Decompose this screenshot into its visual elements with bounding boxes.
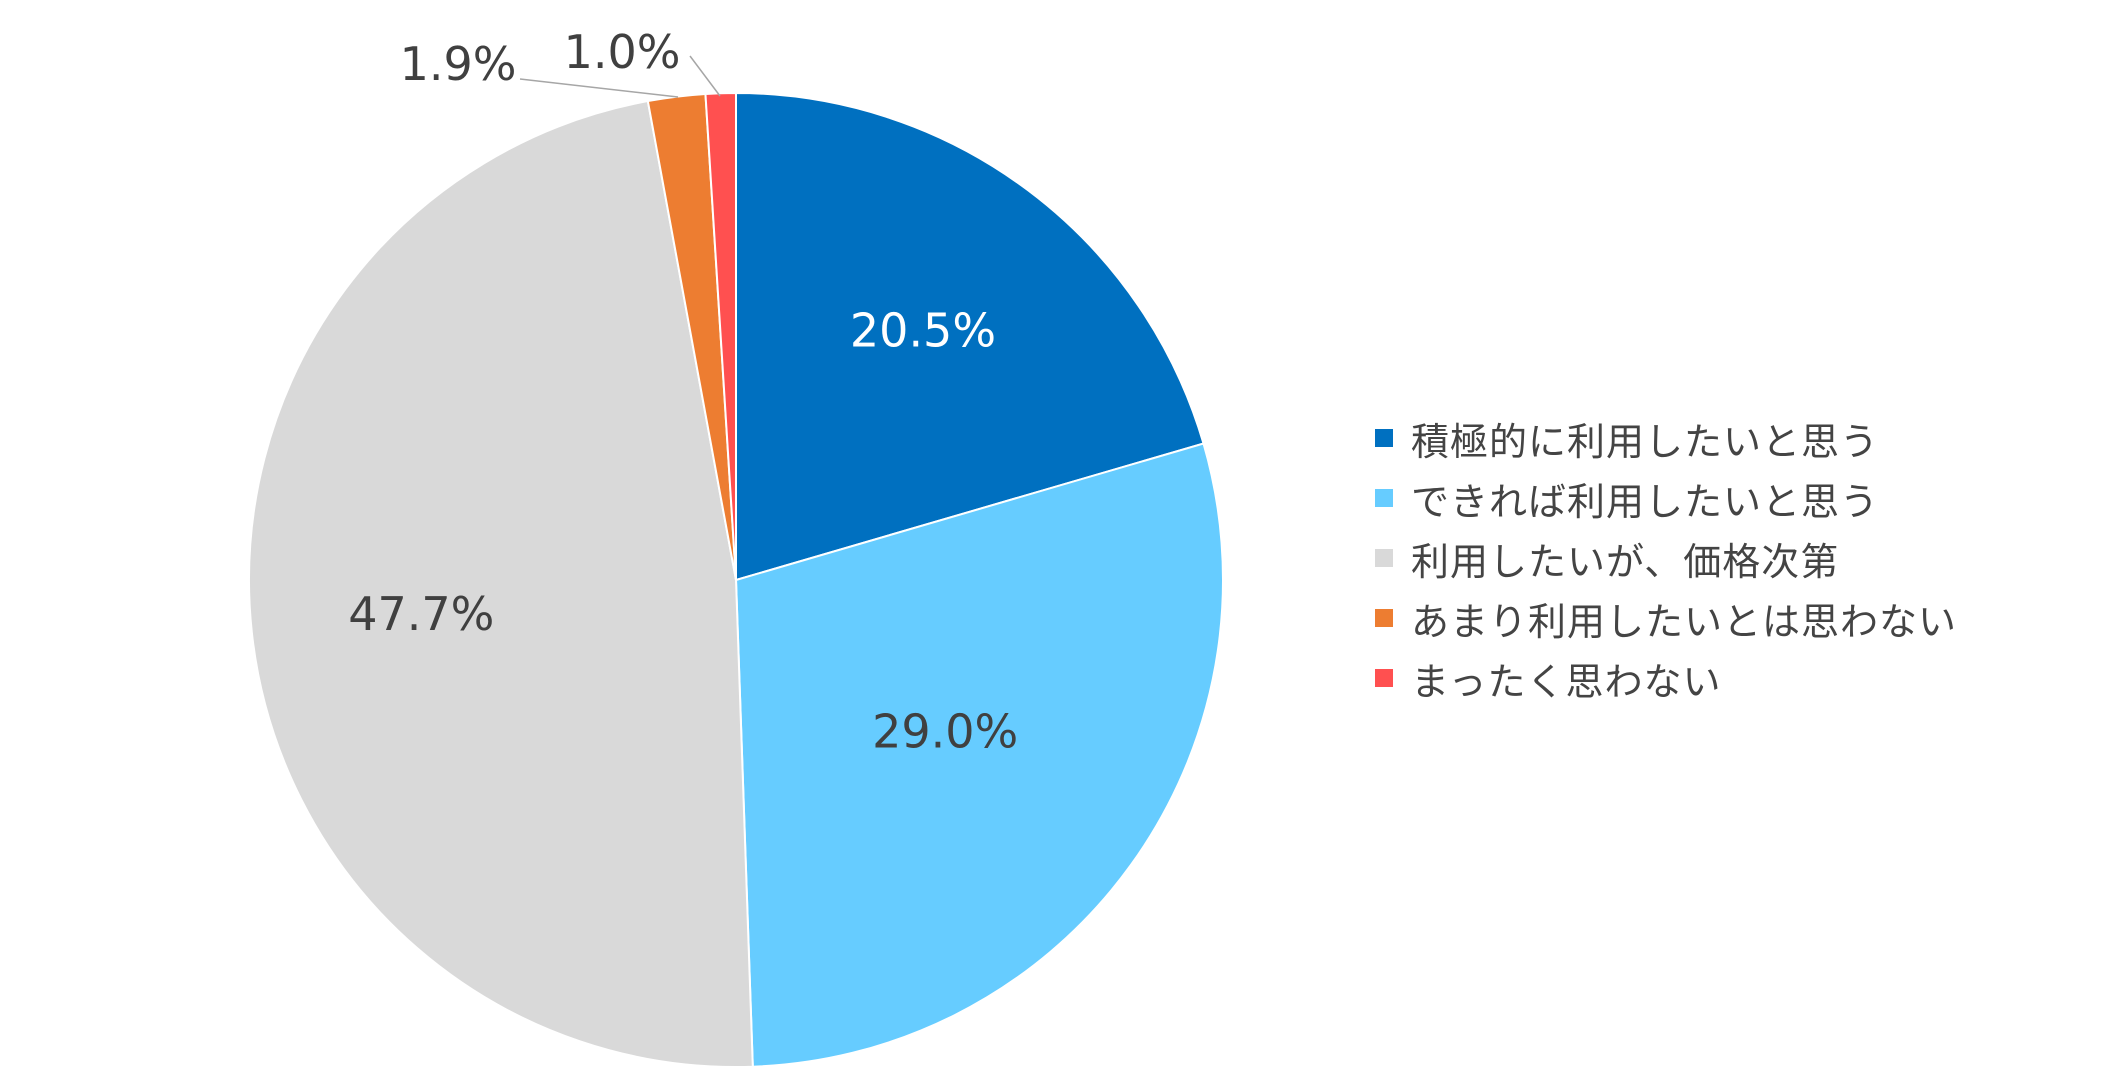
leader-line-4 xyxy=(519,78,679,98)
data-label-2: 29.0% xyxy=(872,704,1018,758)
legend-item-2: できれば利用したいと思う xyxy=(1375,468,2035,528)
legend-label: 積極的に利用したいと思う xyxy=(1411,419,1880,464)
legend-label: できれば利用したいと思う xyxy=(1411,479,1880,524)
pie-slice-2 xyxy=(734,442,1224,1068)
legend-item-4: あまり利用したいとは思わない xyxy=(1375,588,2035,648)
legend-swatch xyxy=(1375,609,1393,627)
legend-item-3: 利用したいが、価格次第 xyxy=(1375,528,2035,588)
data-label-3: 47.7% xyxy=(348,587,494,641)
legend-swatch xyxy=(1375,669,1393,687)
chart-legend: 積極的に利用したいと思う できれば利用したいと思う 利用したいが、価格次第 あま… xyxy=(1375,408,2035,708)
pie-leader-lines xyxy=(519,55,721,98)
legend-label: まったく思わない xyxy=(1411,659,1722,704)
leader-line-5 xyxy=(689,55,721,97)
legend-item-1: 積極的に利用したいと思う xyxy=(1375,408,2035,468)
pie-data-labels: 20.5% 29.0% 47.7% 1.9% 1.0% xyxy=(348,25,1018,758)
legend-item-5: まったく思わない xyxy=(1375,648,2035,708)
legend-label: あまり利用したいとは思わない xyxy=(1411,599,1958,644)
legend-label: 利用したいが、価格次第 xyxy=(1411,539,1840,584)
pie-slice-3 xyxy=(248,99,754,1068)
data-label-1: 20.5% xyxy=(850,304,996,358)
pie-slices xyxy=(248,91,1224,1068)
pie-slice-1 xyxy=(735,91,1205,582)
pie-slice-5 xyxy=(704,91,737,581)
legend-swatch xyxy=(1375,549,1393,567)
data-label-4: 1.9% xyxy=(400,37,517,91)
legend-swatch xyxy=(1375,489,1393,507)
data-label-5: 1.0% xyxy=(564,25,681,79)
legend-swatch xyxy=(1375,429,1393,447)
